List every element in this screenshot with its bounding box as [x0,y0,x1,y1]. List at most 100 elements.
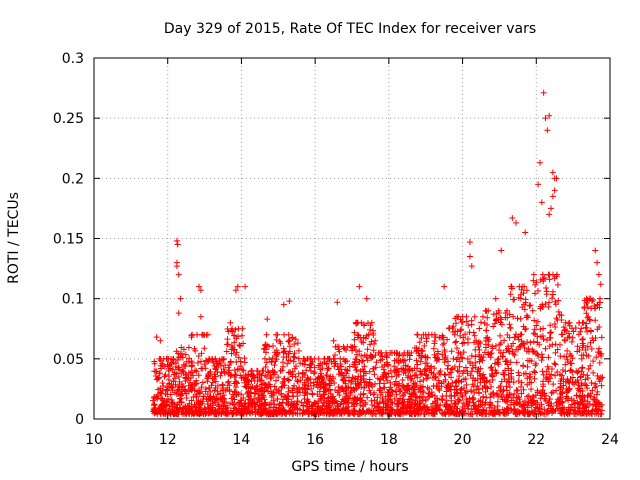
data-point [423,335,430,342]
data-point [369,402,376,409]
data-point [332,360,339,367]
data-point [364,346,371,353]
data-point [176,406,183,413]
data-point [360,372,367,379]
data-point [563,393,570,400]
data-point [483,308,490,315]
data-point [167,411,174,418]
data-point [457,332,464,339]
chart-title: Day 329 of 2015, Rate Of TEC Index for r… [164,21,536,37]
data-point [346,363,353,370]
data-point [271,409,278,416]
x-tick-label: 22 [527,432,545,448]
data-point [289,334,296,341]
data-point [408,349,415,356]
data-point [270,397,277,404]
data-point [534,333,541,340]
data-point [496,309,503,316]
data-point [582,324,589,331]
data-point [280,378,287,385]
data-point [532,362,539,369]
data-point [577,328,584,335]
data-point [484,314,491,321]
data-point [498,378,505,385]
data-point [539,368,546,375]
data-point [412,371,419,378]
data-point [399,405,406,412]
data-point [548,365,555,372]
data-point [532,281,539,288]
data-point [471,389,478,396]
data-point [331,397,338,404]
data-point [434,356,441,363]
data-point [594,400,601,407]
data-point [595,349,602,356]
data-point [224,336,231,343]
data-point [174,401,181,408]
data-point [471,332,478,339]
data-point [547,330,554,337]
data-point [508,343,515,350]
data-point [514,387,521,394]
data-point [421,366,428,373]
data-point [412,393,419,400]
data-point [293,386,300,393]
data-point [307,367,314,374]
data-point [574,369,581,376]
data-point [448,405,455,412]
data-point [554,346,561,353]
data-point [500,386,507,393]
data-point [574,348,581,355]
data-point [520,401,527,408]
data-point [179,367,186,374]
data-point [469,394,476,401]
data-point [560,382,567,389]
data-point [326,382,333,389]
data-point [268,390,275,397]
data-point [318,379,325,386]
data-point [188,332,195,339]
data-point [397,411,404,418]
data-point [225,364,232,371]
data-point [421,342,428,349]
data-point [405,401,412,408]
data-point [227,359,234,366]
data-point [193,393,200,400]
data-point [490,390,497,397]
data-point [488,383,495,390]
data-point [198,384,205,391]
data-point [530,348,537,355]
data-point [188,397,195,404]
data-point [304,376,311,383]
data-point [468,321,475,328]
y-axis-label: ROTI / TECUs [6,192,22,284]
data-point [455,349,462,356]
data-point [597,403,604,410]
data-point [539,271,546,278]
data-point [325,394,332,401]
data-point [480,374,487,381]
data-point [210,359,217,366]
data-point [406,352,413,359]
data-point [558,316,565,323]
data-point [199,365,206,372]
data-point [583,382,590,389]
data-point [556,401,563,408]
data-point [198,400,205,407]
data-point [495,408,502,415]
data-point [264,368,271,375]
data-point [379,389,386,396]
data-point [500,392,507,399]
data-point [481,349,488,356]
data-point [479,357,486,364]
data-point [432,405,439,412]
data-point [506,348,513,355]
data-point [178,370,185,377]
data-point [507,359,514,366]
data-point [455,410,462,417]
data-point [273,336,280,343]
data-point [476,370,483,377]
data-point [408,385,415,392]
data-point [302,384,309,391]
data-point [439,341,446,348]
